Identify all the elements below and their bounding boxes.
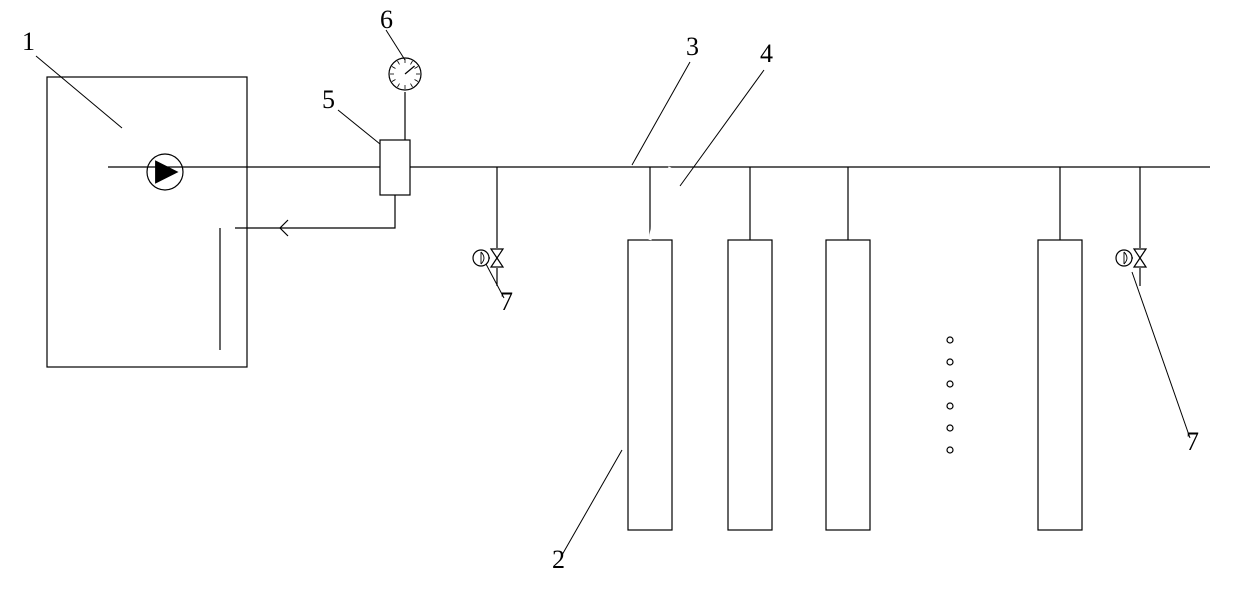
tank-box: [47, 77, 247, 367]
return-pipe: [235, 195, 395, 228]
leader-line: [680, 70, 764, 186]
piping-diagram: 1 2 3 4 5 6 7 7: [0, 0, 1239, 598]
valve-right: [1116, 249, 1146, 267]
callout-label-7b: 7: [1186, 427, 1199, 456]
callout-label-6: 6: [380, 5, 393, 34]
callout-label-4: 4: [760, 39, 773, 68]
callout-label-3: 3: [686, 32, 699, 61]
leader-line: [562, 450, 622, 555]
column-4: [1038, 240, 1082, 530]
leader-line: [632, 62, 690, 165]
regulator-box: [380, 140, 410, 195]
leader-line: [386, 30, 405, 60]
ellipsis-dot: [947, 359, 953, 365]
leader-line: [1132, 272, 1190, 438]
leader-line: [36, 56, 122, 128]
column-3: [826, 240, 870, 530]
column-1: [628, 240, 672, 530]
callout-label-5: 5: [322, 85, 335, 114]
leader-line: [338, 110, 380, 144]
ellipsis-dot: [947, 381, 953, 387]
callout-label-2: 2: [552, 545, 565, 574]
valve-left: [473, 249, 503, 267]
ellipsis-dot: [947, 425, 953, 431]
ellipsis-dot: [947, 337, 953, 343]
callout-label-7a: 7: [500, 287, 513, 316]
column-2: [728, 240, 772, 530]
ellipsis-dot: [947, 447, 953, 453]
ellipsis-dot: [947, 403, 953, 409]
callout-label-1: 1: [22, 27, 35, 56]
